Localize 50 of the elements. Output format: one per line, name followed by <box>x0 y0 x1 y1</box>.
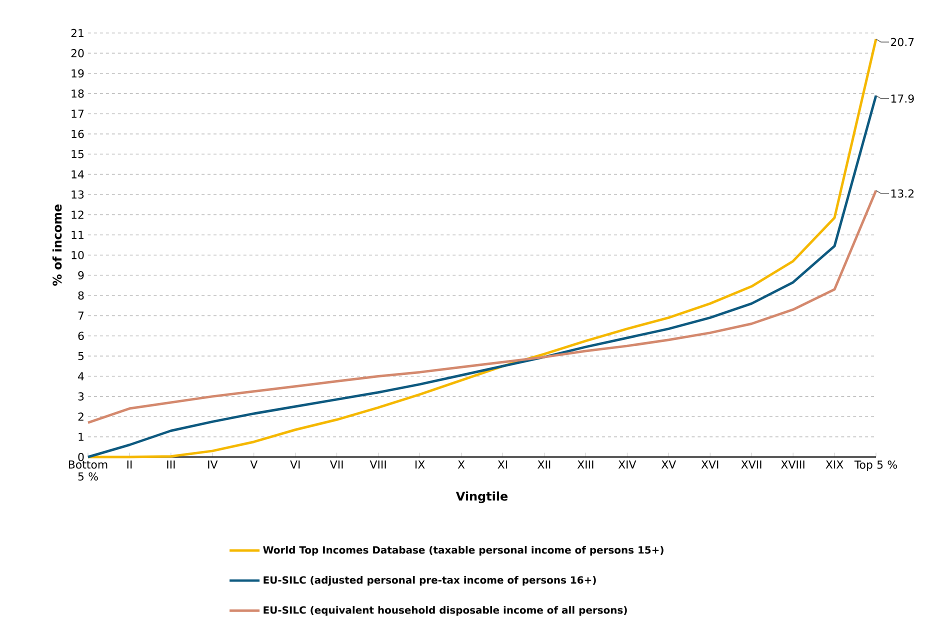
y-tick-label: 1 <box>78 432 84 441</box>
y-tick-label: 11 <box>72 230 84 239</box>
x-tick-label: IX <box>416 460 425 469</box>
y-tick-label: 15 <box>72 150 84 158</box>
y-tick-label: 5 <box>78 352 84 360</box>
y-tick-label: 21 <box>71 28 84 38</box>
legend-label: World Top Incomes Database (taxable personal income of persons 15+) <box>263 546 664 556</box>
x-tick-label: VI <box>290 460 300 469</box>
legend-label: EU-SILC (adjusted personal pre-tax income of persons 16+) <box>264 576 596 586</box>
y-tick-label: 0 <box>78 452 84 462</box>
x-tick-label: VII <box>330 460 343 469</box>
x-tick-label: III <box>167 460 175 469</box>
y-tick-label: 17 <box>72 110 84 118</box>
legend-label: EU-SILC (equivalent household disposable income of all persons) <box>264 606 627 616</box>
y-tick-label: 14 <box>72 170 84 178</box>
y-tick-label: 3 <box>78 392 84 401</box>
x-tick-label: XVII <box>741 460 762 469</box>
x-axis-title: Vingtile <box>456 491 508 504</box>
y-tick-label: 16 <box>72 130 84 138</box>
y-tick-label: 6 <box>78 332 84 340</box>
x-tick-label: XIII <box>577 460 594 469</box>
x-tick-label: Top 5 % <box>854 460 897 471</box>
x-tick-label: XII <box>538 460 550 469</box>
x-tick-label: XVI <box>701 460 718 469</box>
x-tick-label: XI <box>498 460 508 469</box>
x-tick-label: Bottom 5 % <box>68 460 108 481</box>
x-tick-label: XV <box>661 460 676 469</box>
y-tick-label: 7 <box>78 312 84 320</box>
x-tick-label: II <box>127 460 132 469</box>
y-tick-label: 10 <box>72 250 84 260</box>
y-tick-label: 19 <box>72 69 84 78</box>
x-tick-label: V <box>250 460 258 469</box>
x-tick-label: IV <box>208 460 218 469</box>
y-tick-label: 9 <box>78 271 84 280</box>
y-tick-label: 4 <box>78 372 84 380</box>
x-tick-label: VIII <box>370 460 386 469</box>
y-tick-label: 18 <box>72 89 84 98</box>
x-tick-label: XIV <box>618 460 636 469</box>
y-tick-label: 13 <box>72 190 84 199</box>
data-label: 20.7 <box>891 38 914 46</box>
y-tick-label: 2 <box>78 412 84 421</box>
y-tick-label: 20 <box>71 49 84 58</box>
y-tick-label: 8 <box>78 291 84 300</box>
x-tick-label: X <box>458 460 465 469</box>
y-tick-label: 12 <box>72 210 84 219</box>
x-tick-label: XVIII <box>781 460 804 469</box>
x-tick-label: XIX <box>826 460 844 469</box>
data-label: 17.9 <box>891 94 914 103</box>
data-label: 13.2 <box>891 189 914 198</box>
y-axis-title: % of income <box>52 204 62 286</box>
